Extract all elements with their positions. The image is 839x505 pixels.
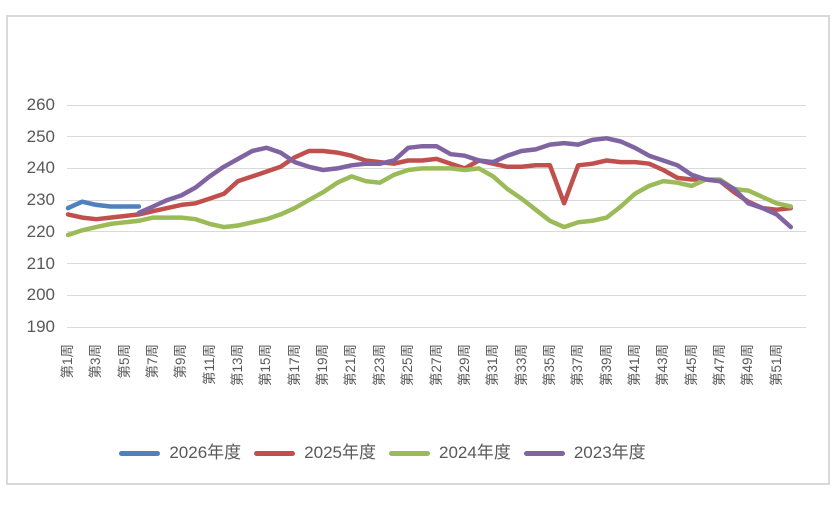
y-gridline: [67, 294, 806, 296]
legend-line-swatch-icon: [119, 450, 161, 456]
y-gridline: [67, 231, 806, 233]
legend-line-swatch-icon: [523, 450, 565, 456]
legend-line-swatch-icon: [389, 450, 430, 456]
legend-label: 2023年度: [573, 443, 646, 462]
legend-label: 2024年度: [439, 443, 511, 462]
legend: 2026年度 2025年度 2024年度 2023年度: [0, 442, 802, 464]
series-line-2023年度: [136, 136, 794, 230]
y-gridline: [67, 263, 806, 265]
y-gridline: [67, 199, 806, 201]
y-axis-tick-label: 230: [26, 190, 55, 210]
legend-label: 2026年度: [169, 443, 242, 462]
y-axis-tick-label: 220: [26, 221, 55, 241]
y-axis-tick-label: 260: [26, 95, 55, 114]
legend-item[interactable]: 2025年度: [254, 442, 376, 464]
legend-line-swatch-icon: [254, 450, 296, 456]
series-line-2024年度: [65, 166, 794, 238]
y-gridline: [67, 104, 806, 106]
y-axis-tick-label: 200: [26, 285, 55, 305]
y-gridline: [67, 136, 806, 138]
y-axis-tick-label: 240: [26, 158, 55, 178]
legend-item[interactable]: 2026年度: [119, 442, 241, 464]
y-axis-tick-label: 250: [26, 126, 55, 146]
legend-label: 2025年度: [304, 443, 376, 462]
legend-item[interactable]: 2024年度: [389, 442, 511, 464]
series-line-2025年度: [65, 148, 794, 222]
chart-frame: [6, 15, 830, 485]
legend-item[interactable]: 2023年度: [523, 442, 646, 464]
y-gridline: [67, 326, 806, 328]
series-line-2026年度: [65, 199, 142, 211]
y-axis-tick-label: 190: [26, 317, 55, 336]
y-axis-tick-label: 210: [26, 253, 55, 273]
